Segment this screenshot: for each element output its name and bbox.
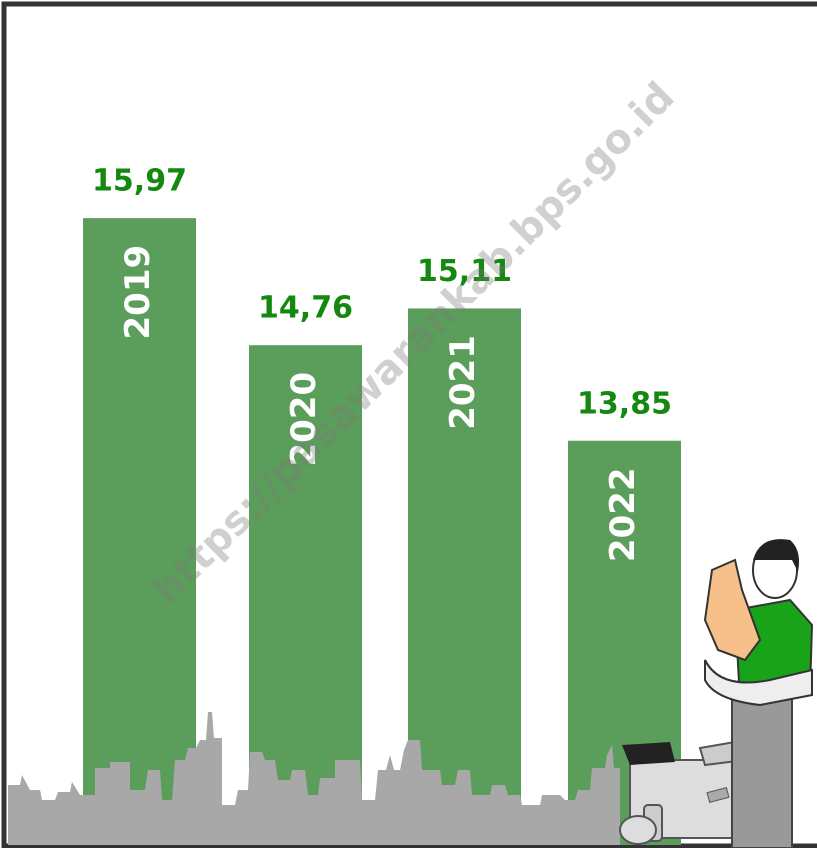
category-label: 2022: [603, 467, 643, 562]
category-label: 2020: [284, 372, 324, 467]
value-label: 13,85: [577, 386, 672, 421]
value-label: 14,76: [258, 291, 353, 326]
value-label: 15,97: [92, 164, 187, 199]
category-label: 2021: [443, 335, 483, 430]
bar: [408, 308, 521, 845]
category-label: 2019: [118, 245, 158, 340]
value-label: 15,11: [417, 254, 512, 289]
skyline: [8, 712, 620, 845]
bar: [83, 218, 196, 845]
illustration: [619, 539, 814, 848]
